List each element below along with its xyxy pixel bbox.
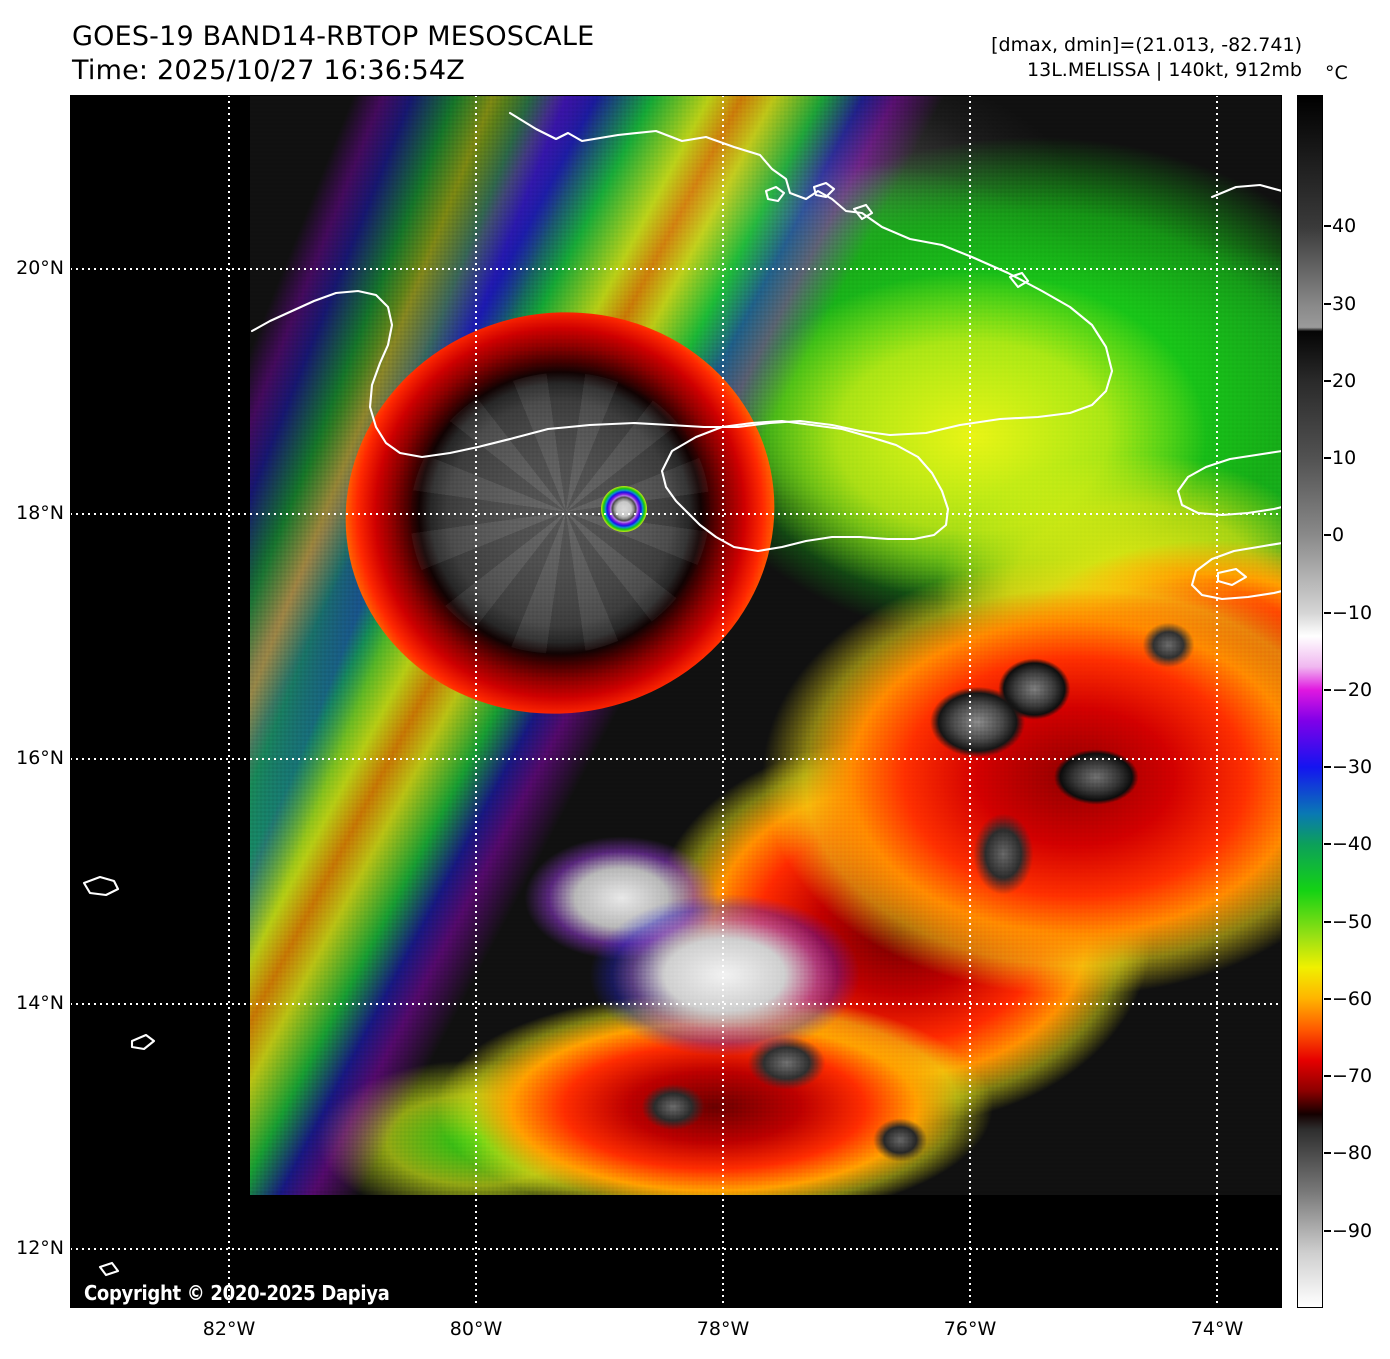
coastline-cuba [250, 111, 1114, 459]
timestamp-label: Time: 2025/10/27 16:36:54Z [72, 55, 465, 86]
colorbar-unit-label: °C [1325, 62, 1348, 84]
gridline-lon-82w [228, 95, 230, 1308]
coastline-cayman-brac [130, 1033, 156, 1051]
coastline-grand-cayman [82, 875, 120, 897]
colorbar-tick-40: 40 [1332, 215, 1357, 238]
gridline-lon-78w [722, 95, 724, 1308]
coastline-overlay [82, 111, 1282, 1277]
coastline-jamaica [660, 419, 950, 553]
domain-extremes-label: [dmax, dmin]=(21.013, -82.741) [991, 34, 1302, 56]
colorbar-tickmark-0 [1324, 534, 1331, 537]
satellite-image-panel[interactable] [70, 95, 1282, 1308]
gridline-lat-18n [70, 513, 1282, 515]
lat-tick-18n: 18°N [16, 502, 64, 524]
coastline-haiti-south [1190, 541, 1282, 601]
gridline-lon-76w [969, 95, 971, 1308]
lon-tick-80w: 80°W [449, 1318, 503, 1340]
coastline-haiti-peninsula [1176, 449, 1282, 517]
colorbar-tick-neg90: −90 [1332, 1219, 1373, 1242]
colorbar-tickmark-neg10 [1324, 611, 1331, 614]
colorbar-tick-neg70: −70 [1332, 1065, 1373, 1088]
colorbar-gradient [1298, 96, 1322, 1307]
colorbar-tick-20: 20 [1332, 369, 1357, 392]
colorbar-tick-neg60: −60 [1332, 987, 1373, 1010]
coastline-cuba-key-4 [1008, 271, 1030, 289]
colorbar-tickmark-30 [1324, 302, 1331, 305]
satellite-data-sector [250, 95, 1282, 1195]
colorbar-tickmark-40 [1324, 225, 1331, 228]
colorbar-tick-neg80: −80 [1332, 1142, 1373, 1165]
lat-tick-14n: 14°N [16, 992, 64, 1014]
colorbar[interactable] [1297, 95, 1323, 1308]
colorbar-tick-neg40: −40 [1332, 833, 1373, 856]
hurricane-eye [600, 485, 647, 532]
colorbar-tick-10: 10 [1332, 447, 1357, 470]
gridline-lon-74w [1216, 95, 1218, 1308]
coastline-little-cayman [98, 1261, 120, 1277]
colorbar-tickmark-neg90 [1324, 1229, 1331, 1232]
gridline-lat-12n [70, 1248, 1282, 1250]
metadata-block: [dmax, dmin]=(21.013, -82.741) 13L.MELIS… [991, 33, 1302, 83]
lon-tick-82w: 82°W [202, 1318, 256, 1340]
coastline-cuba-key-1 [764, 185, 786, 203]
lat-tick-16n: 16°N [16, 747, 64, 769]
colorbar-tick-neg10: −10 [1332, 601, 1373, 624]
lon-tick-78w: 78°W [696, 1318, 750, 1340]
colorbar-tickmark-20 [1324, 379, 1331, 382]
coastline-cuba-key-3 [852, 203, 874, 221]
storm-info-label: 13L.MELISSA | 140kt, 912mb [1027, 59, 1302, 81]
colorbar-tick-neg20: −20 [1332, 678, 1373, 701]
gridline-lat-20n [70, 268, 1282, 270]
lon-tick-76w: 76°W [943, 1318, 997, 1340]
colorbar-tickmark-neg80 [1324, 1152, 1331, 1155]
gridline-lat-14n [70, 1003, 1282, 1005]
colorbar-tickmark-neg50 [1324, 920, 1331, 923]
copyright-label: Copyright © 2020-2025 Dapiya [84, 1281, 390, 1305]
title-block: GOES-19 BAND14-RBTOP MESOSCALE Time: 202… [72, 20, 594, 88]
lat-tick-12n: 12°N [16, 1237, 64, 1259]
colorbar-tick-neg50: −50 [1332, 910, 1373, 933]
gridline-lat-16n [70, 758, 1282, 760]
colorbar-tick-0: 0 [1332, 524, 1345, 547]
colorbar-tickmark-neg30 [1324, 766, 1331, 769]
colorbar-tickmark-10 [1324, 457, 1331, 460]
colorbar-tick-neg30: −30 [1332, 756, 1373, 779]
colorbar-tickmark-neg70 [1324, 1075, 1331, 1078]
gridline-lon-80w [475, 95, 477, 1308]
coastline-cuba-key-2 [812, 181, 836, 199]
coastline-haiti-islet [1216, 567, 1248, 587]
lat-tick-20n: 20°N [16, 257, 64, 279]
coastline-hispaniola-north [1210, 183, 1282, 199]
page-title: GOES-19 BAND14-RBTOP MESOSCALE [72, 21, 595, 52]
colorbar-tickmark-neg60 [1324, 997, 1331, 1000]
colorbar-tick-30: 30 [1332, 292, 1357, 315]
lon-tick-74w: 74°W [1190, 1318, 1244, 1340]
colorbar-tickmark-neg20 [1324, 688, 1331, 691]
colorbar-tickmark-neg40 [1324, 843, 1331, 846]
pixel-texture-overlay [250, 95, 1282, 1195]
